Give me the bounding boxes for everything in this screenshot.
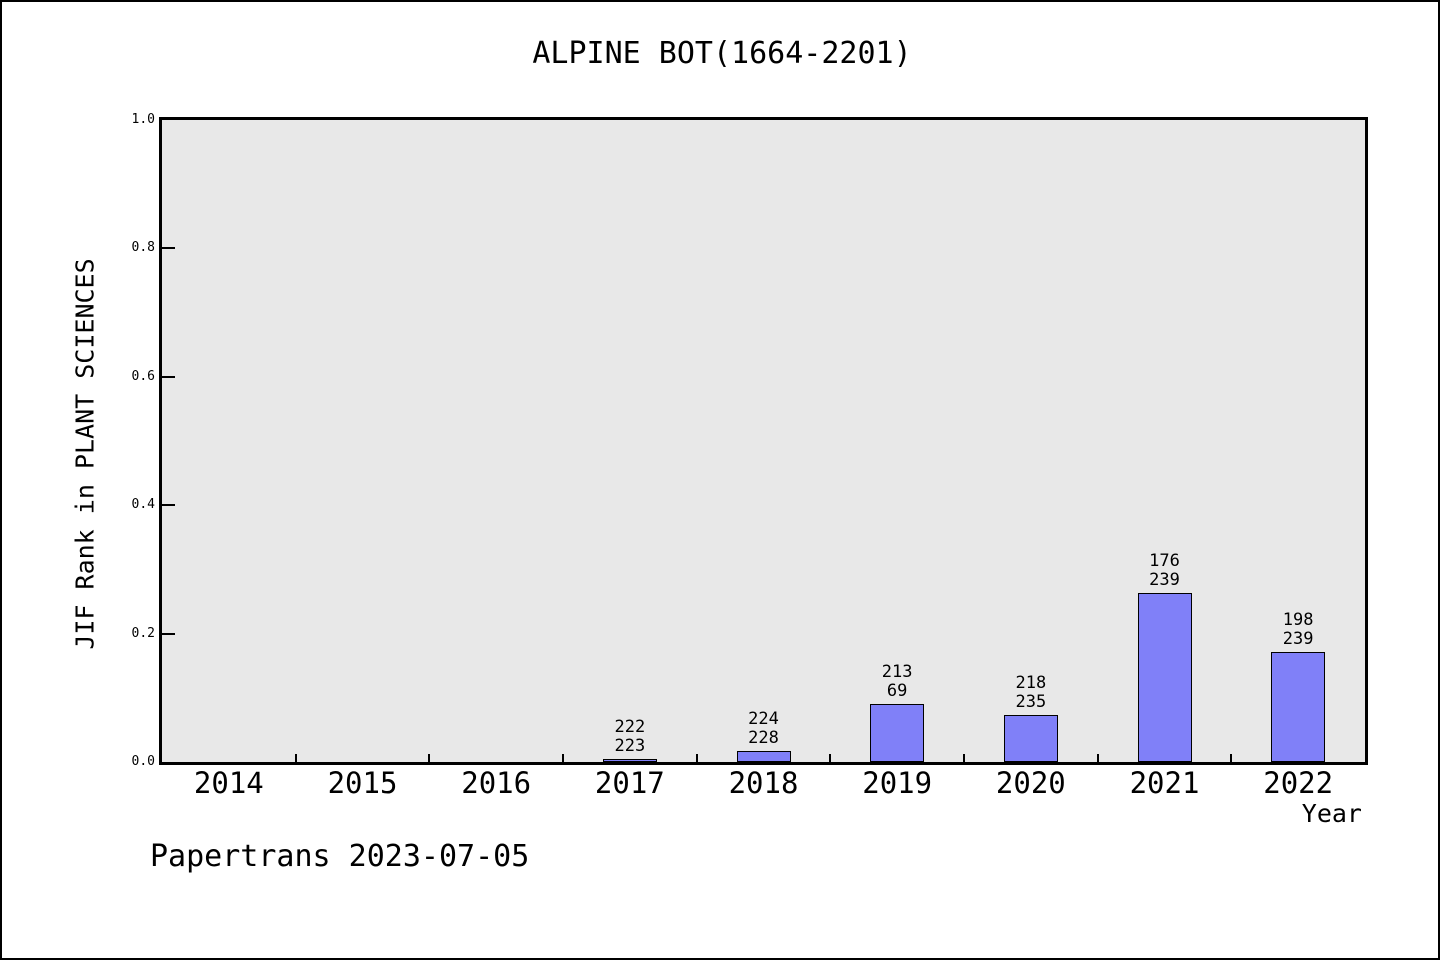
y-tick-label: 0.6 — [131, 368, 155, 384]
y-tick-mark — [162, 375, 175, 378]
x-tick-mark — [963, 754, 965, 762]
bar-label-2020: 218 235 — [1015, 673, 1047, 712]
y-tick-label: 0.0 — [131, 754, 155, 769]
x-tick-label-2022: 2022 — [1263, 766, 1334, 800]
y-tick-label: 1.0 — [131, 112, 155, 127]
bar-2020 — [1003, 715, 1058, 762]
x-tick-label-2014: 2014 — [193, 766, 264, 800]
bar-label-2017: 222 223 — [614, 717, 646, 756]
x-tick-mark — [695, 754, 698, 762]
y-tick-mark — [162, 504, 175, 507]
x-tick-mark — [294, 754, 297, 762]
y-axis-label: JIF Rank in PLANT SCIENCES — [70, 258, 100, 650]
bar-2019 — [870, 704, 925, 762]
bar-2017 — [602, 759, 657, 762]
x-tick-mark — [829, 754, 832, 762]
bar-label-2018: 224 228 — [748, 709, 779, 748]
x-tick-label-2020: 2020 — [995, 766, 1066, 800]
x-tick-label-2015: 2015 — [327, 766, 398, 800]
bar-label-2019: 213 69 — [881, 662, 913, 701]
watermark-text: Papertrans 2023-07-05 — [150, 839, 530, 874]
x-tick-label-2019: 2019 — [862, 766, 933, 800]
x-tick-label-2016: 2016 — [461, 766, 532, 800]
x-tick-label-2021: 2021 — [1129, 766, 1200, 800]
x-axis-label: Year — [1301, 799, 1362, 828]
y-tick-label: 0.2 — [131, 625, 155, 641]
y-tick-label: 0.8 — [131, 240, 155, 256]
bar-2021 — [1137, 593, 1192, 762]
bar-2022 — [1271, 652, 1326, 762]
y-tick-mark — [162, 247, 175, 250]
bar-2018 — [736, 751, 791, 762]
x-tick-mark — [562, 754, 564, 762]
x-tick-label-2017: 2017 — [594, 766, 665, 800]
x-tick-label-2018: 2018 — [728, 766, 799, 800]
plot-area: 222 223 224 228 213 69 218 235 176 239 198 23… — [159, 117, 1368, 765]
y-tick-mark — [162, 632, 175, 635]
bar-label-2021: 176 239 — [1149, 551, 1180, 590]
bar-label-2022: 198 239 — [1282, 610, 1314, 649]
x-tick-mark — [1230, 754, 1233, 762]
y-tick-label: 0.4 — [131, 497, 155, 513]
x-tick-mark — [428, 754, 431, 762]
x-tick-mark — [1096, 754, 1099, 762]
chart-title: ALPINE BOT(1664-2201) — [532, 36, 912, 71]
